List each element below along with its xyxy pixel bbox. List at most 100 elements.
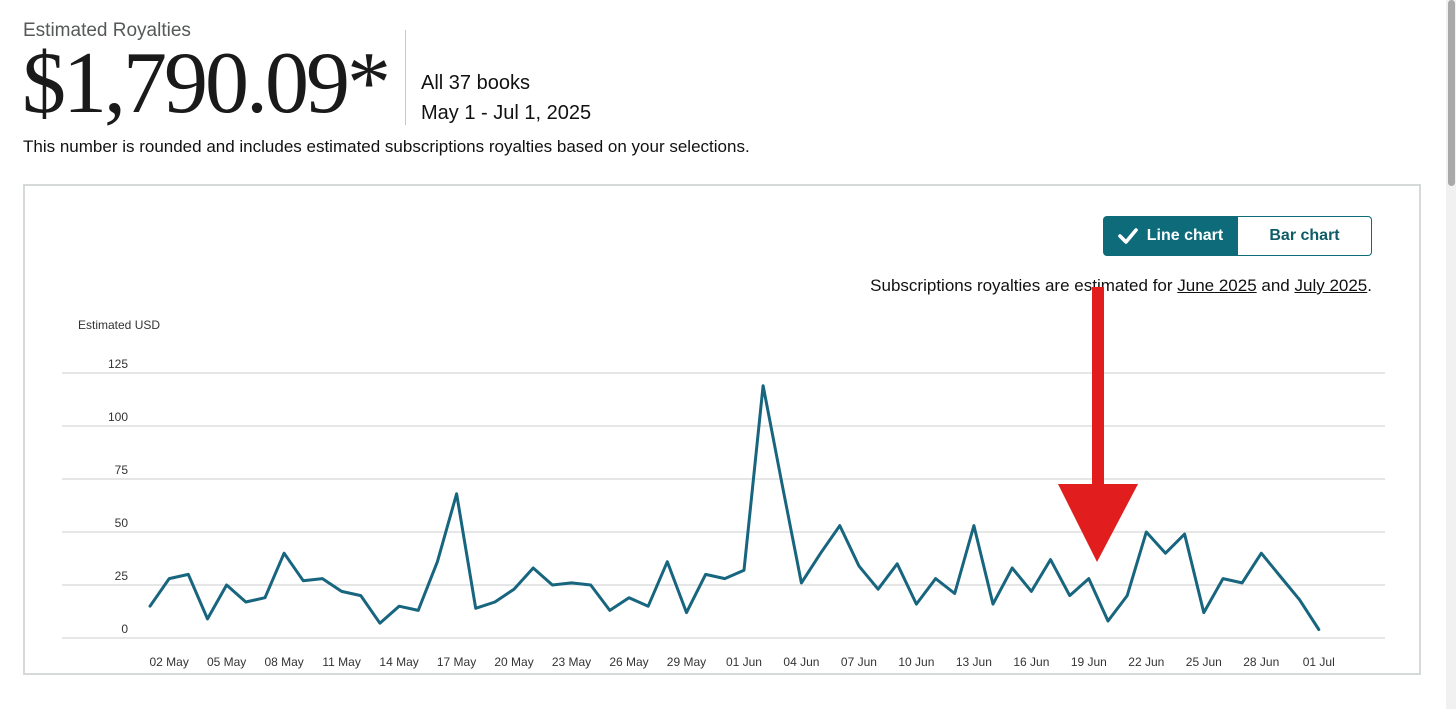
x-tick-label: 20 May <box>494 655 533 669</box>
data-point[interactable] <box>1142 528 1150 536</box>
july-2025-link[interactable]: July 2025 <box>1294 276 1368 295</box>
x-tick-label: 10 Jun <box>898 655 934 669</box>
data-point[interactable] <box>606 606 614 614</box>
data-point[interactable] <box>433 558 441 566</box>
bar-chart-button[interactable]: Bar chart <box>1238 216 1372 256</box>
x-tick-label: 01 Jul <box>1303 655 1335 669</box>
royalties-amount: $1,790.09* <box>22 35 391 132</box>
line-chart-button[interactable]: Line chart <box>1103 216 1238 256</box>
data-point[interactable] <box>1257 549 1265 557</box>
data-point[interactable] <box>242 598 250 606</box>
x-tick-label: 17 May <box>437 655 476 669</box>
data-point[interactable] <box>491 598 499 606</box>
x-tick-label: 19 Jun <box>1071 655 1107 669</box>
data-point[interactable] <box>1315 626 1323 634</box>
data-point[interactable] <box>280 549 288 557</box>
data-point[interactable] <box>1085 575 1093 583</box>
data-point[interactable] <box>1123 592 1131 600</box>
data-point[interactable] <box>1276 573 1284 581</box>
data-point[interactable] <box>548 581 556 589</box>
data-point[interactable] <box>644 602 652 610</box>
estimated-royalties-label: Estimated Royalties <box>23 20 191 41</box>
data-point[interactable] <box>472 604 480 612</box>
data-point[interactable] <box>1162 549 1170 557</box>
x-tick-label: 13 Jun <box>956 655 992 669</box>
scrollbar-track[interactable] <box>1446 0 1456 709</box>
data-point[interactable] <box>165 575 173 583</box>
june-2025-link[interactable]: June 2025 <box>1177 276 1257 295</box>
data-point[interactable] <box>261 594 269 602</box>
data-point[interactable] <box>184 570 192 578</box>
data-point[interactable] <box>912 600 920 608</box>
y-tick-label: 125 <box>108 357 128 371</box>
x-tick-label: 07 Jun <box>841 655 877 669</box>
data-point[interactable] <box>529 564 537 572</box>
data-point[interactable] <box>204 615 212 623</box>
data-point[interactable] <box>223 581 231 589</box>
data-point[interactable] <box>663 558 671 566</box>
x-tick-label: 23 May <box>552 655 591 669</box>
x-tick-label: 05 May <box>207 655 246 669</box>
data-point[interactable] <box>932 575 940 583</box>
data-point[interactable] <box>740 566 748 574</box>
data-point[interactable] <box>702 570 710 578</box>
data-point[interactable] <box>1066 592 1074 600</box>
data-point[interactable] <box>1104 617 1112 625</box>
data-point[interactable] <box>721 575 729 583</box>
data-point[interactable] <box>1008 564 1016 572</box>
data-point[interactable] <box>1047 556 1055 564</box>
x-tick-label: 14 May <box>379 655 418 669</box>
data-point[interactable] <box>855 562 863 570</box>
y-tick-label: 25 <box>115 569 129 583</box>
data-point[interactable] <box>510 585 518 593</box>
data-point[interactable] <box>970 522 978 530</box>
data-point[interactable] <box>376 619 384 627</box>
data-point[interactable] <box>318 575 326 583</box>
data-point[interactable] <box>568 579 576 587</box>
scrollbar-thumb[interactable] <box>1448 0 1455 186</box>
x-tick-label: 22 Jun <box>1128 655 1164 669</box>
date-range-text: May 1 - Jul 1, 2025 <box>421 102 592 124</box>
data-point[interactable] <box>357 592 365 600</box>
data-point[interactable] <box>453 490 461 498</box>
rounding-note: This number is rounded and includes esti… <box>23 137 750 156</box>
data-point[interactable] <box>299 577 307 585</box>
data-point[interactable] <box>836 522 844 530</box>
x-tick-label: 26 May <box>609 655 648 669</box>
data-point[interactable] <box>338 587 346 595</box>
books-filter-text: All 37 books <box>421 72 530 94</box>
data-point[interactable] <box>1219 575 1227 583</box>
data-point[interactable] <box>625 594 633 602</box>
x-tick-label: 16 Jun <box>1013 655 1049 669</box>
chart-container <box>23 184 1421 675</box>
data-point[interactable] <box>683 609 691 617</box>
chart-type-toggle: Line chart Bar chart <box>1103 216 1372 256</box>
data-point[interactable] <box>1238 579 1246 587</box>
data-point[interactable] <box>778 481 786 489</box>
x-tick-label: 25 Jun <box>1186 655 1222 669</box>
data-point[interactable] <box>817 549 825 557</box>
data-point[interactable] <box>1027 587 1035 595</box>
checkmark-icon <box>1117 228 1138 244</box>
data-point[interactable] <box>951 590 959 598</box>
red-arrow-annotation <box>1058 287 1138 562</box>
y-tick-label: 0 <box>121 622 128 636</box>
data-point[interactable] <box>1181 530 1189 538</box>
data-point[interactable] <box>414 606 422 614</box>
data-point[interactable] <box>874 585 882 593</box>
data-point[interactable] <box>1296 596 1304 604</box>
y-tick-label: 50 <box>115 516 129 530</box>
royalties-series-line <box>148 384 1321 631</box>
y-axis-label: Estimated USD <box>78 318 161 332</box>
line-chart-label: Line chart <box>1146 227 1224 244</box>
data-point[interactable] <box>1200 609 1208 617</box>
data-point[interactable] <box>759 382 767 390</box>
data-point[interactable] <box>797 579 805 587</box>
data-point[interactable] <box>146 602 154 610</box>
data-point[interactable] <box>587 581 595 589</box>
data-point[interactable] <box>893 560 901 568</box>
data-point[interactable] <box>989 600 997 608</box>
header-divider <box>405 30 406 125</box>
data-point[interactable] <box>395 602 403 610</box>
x-tick-label: 28 Jun <box>1243 655 1279 669</box>
